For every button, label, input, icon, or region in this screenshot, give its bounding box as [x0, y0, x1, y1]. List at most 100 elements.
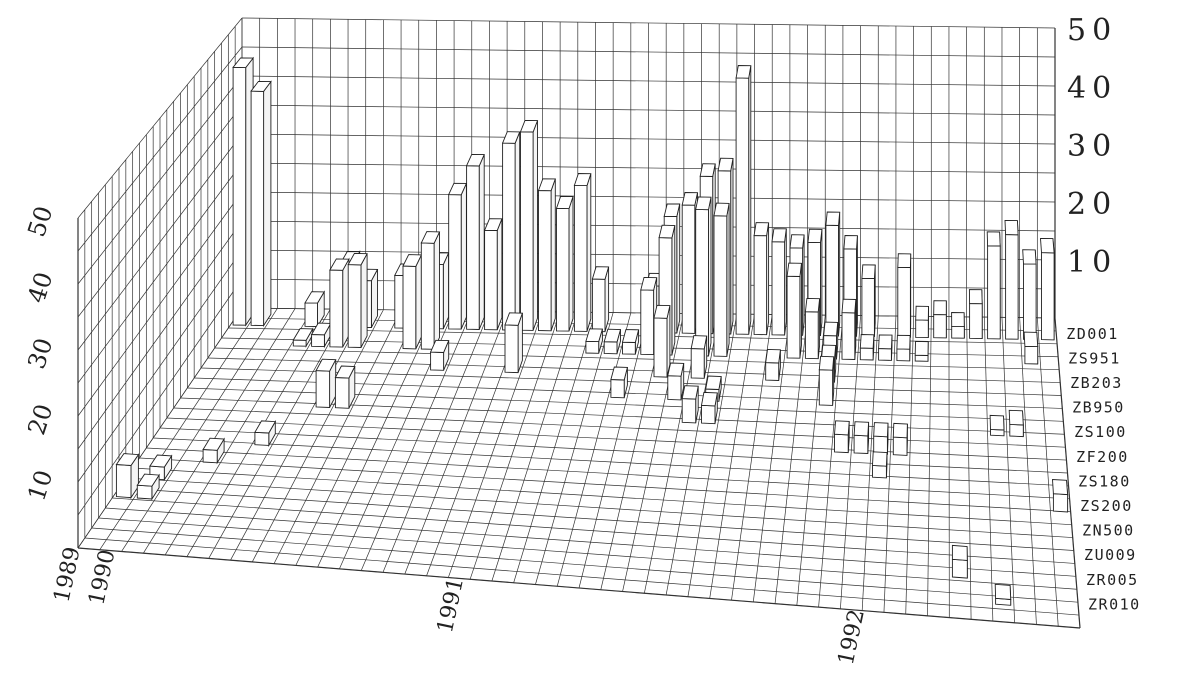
bar-top — [653, 304, 671, 319]
bar — [519, 119, 539, 331]
floor-grid-line — [146, 447, 1070, 500]
bar — [329, 257, 350, 348]
bar — [873, 422, 889, 455]
bar-front — [466, 165, 480, 330]
bar-side — [532, 120, 538, 331]
x-tick-label: 1992 — [834, 607, 870, 667]
bar-side — [586, 173, 592, 332]
bar — [250, 80, 272, 328]
back-wall-grid-line — [241, 46, 1056, 58]
back-wall-grid-line — [241, 249, 1056, 261]
bar-top — [771, 228, 787, 243]
bar-front — [1009, 423, 1024, 438]
bar-top — [690, 335, 708, 350]
x-tick-label: 1991 — [433, 575, 469, 635]
bar-front — [1041, 252, 1055, 341]
bar-front — [402, 265, 417, 350]
floor-right-edge — [1054, 317, 1081, 629]
bar-front — [681, 204, 696, 334]
bar-top — [465, 153, 485, 167]
bar — [621, 329, 640, 355]
bar — [818, 355, 835, 406]
floor-grid-line — [125, 477, 1073, 538]
bar-front — [951, 325, 965, 339]
bar-top — [149, 454, 173, 468]
bar — [834, 420, 850, 454]
floor-grid-line — [91, 527, 1078, 603]
bar-front — [771, 241, 786, 336]
bar — [951, 312, 965, 339]
z-tick-label-left: 10 — [22, 467, 58, 505]
z-tick-label-right: 50 — [1067, 13, 1117, 48]
bar — [915, 305, 929, 339]
bar — [610, 366, 628, 399]
floor-front-edge — [77, 547, 1081, 629]
bar-side — [360, 253, 368, 348]
bar-top — [681, 385, 699, 400]
bar-front — [232, 66, 247, 326]
bar-side — [496, 218, 503, 330]
floor-grid-line — [159, 427, 1068, 474]
bar-front — [556, 207, 570, 332]
bar — [713, 202, 730, 357]
bar — [573, 173, 592, 332]
bar-top — [951, 544, 968, 561]
floor-grid-line — [132, 467, 1072, 526]
bar — [1052, 479, 1069, 513]
z-tick-label-right: 10 — [1067, 245, 1117, 280]
bar — [841, 298, 857, 360]
bar — [986, 231, 1001, 340]
bar-front — [254, 431, 270, 446]
bar-front — [420, 242, 435, 350]
z-tick-label-right: 20 — [1067, 187, 1117, 222]
bar-top — [585, 328, 603, 343]
bar-front — [853, 434, 869, 454]
bar-side — [550, 178, 556, 331]
bar — [465, 153, 485, 330]
floor-grid-line — [221, 337, 1059, 358]
bar — [700, 391, 718, 425]
bar-top — [735, 65, 752, 79]
z-tick-label-right: 40 — [1067, 71, 1117, 106]
bar-top — [254, 420, 277, 434]
bar — [115, 453, 140, 500]
bar — [537, 178, 556, 332]
bar-top — [640, 276, 658, 291]
back-wall-grid-line — [241, 220, 1056, 232]
bar-front — [915, 319, 929, 339]
bar-front — [448, 194, 462, 330]
bar — [501, 131, 521, 331]
bar — [347, 252, 368, 348]
bar — [872, 451, 888, 479]
bar-front — [861, 277, 875, 338]
bar-side — [568, 196, 574, 332]
left-wall-grid-line — [77, 307, 243, 549]
bar-side — [415, 254, 422, 350]
bar — [825, 211, 841, 337]
bar — [603, 328, 622, 355]
bar — [896, 334, 911, 362]
bar-front — [653, 317, 668, 378]
bar-side — [442, 252, 450, 329]
x-tick-label: 1990 — [84, 547, 120, 607]
floor-grid-line — [98, 517, 1077, 590]
left-wall-grid — [77, 17, 243, 549]
bar-top — [663, 203, 681, 217]
bar — [897, 253, 912, 338]
bar-front — [603, 341, 618, 355]
floor-grid-line — [153, 437, 1069, 487]
floor-grid-line — [84, 537, 1079, 616]
floor-grid-line — [214, 347, 1060, 371]
bar — [420, 231, 441, 350]
bar-front — [951, 558, 968, 579]
bar-side — [514, 131, 521, 331]
left-wall-grid-line — [77, 104, 243, 318]
bar-top — [933, 300, 947, 316]
z-tick-label-right: 30 — [1067, 129, 1117, 164]
category-label: ZB950 — [1072, 399, 1125, 417]
bar-front — [878, 348, 892, 361]
bar-top — [753, 222, 770, 237]
bar-side — [263, 80, 272, 328]
bar-top — [892, 422, 908, 439]
